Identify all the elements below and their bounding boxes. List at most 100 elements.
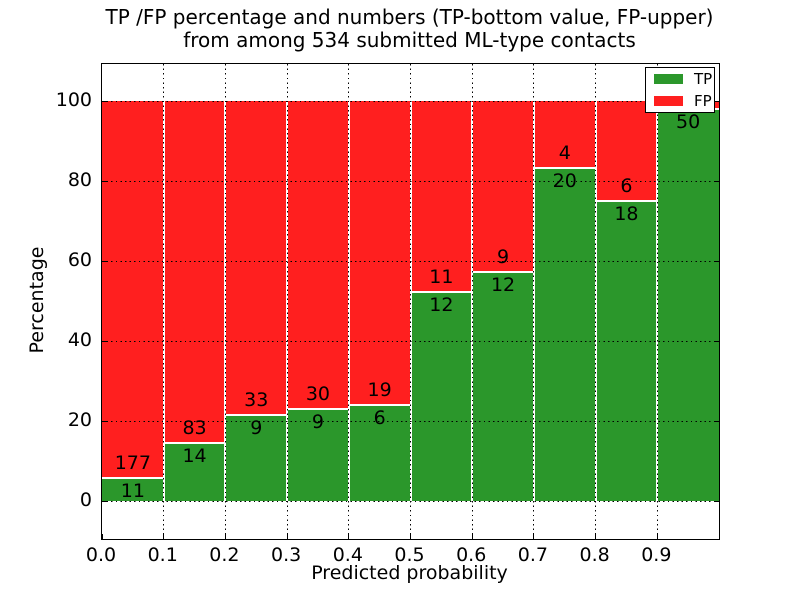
y-tick-mark [102, 500, 107, 502]
y-tick-label: 60 [67, 249, 92, 271]
bar-segment-tp [595, 201, 658, 501]
plot-area: 177 11 83 14 33 9 30 9 19 6 11 12 9 12 4 20 6 18 50 [101, 63, 720, 540]
bar-boundary-seam [102, 476, 164, 479]
y-gridline [102, 260, 719, 262]
bar-label-tp: 50 [676, 110, 701, 133]
x-tick-mark [471, 534, 473, 539]
y-tick-mark [102, 420, 107, 422]
x-tick-mark [224, 534, 226, 539]
chart-title: TP /FP percentage and numbers (TP-bottom… [101, 6, 718, 52]
x-gridline [224, 64, 226, 539]
bar-segment-tp [225, 415, 288, 501]
y-gridline [102, 100, 719, 102]
x-tick-mark [163, 534, 165, 539]
y-tick-mark [714, 340, 719, 342]
x-tick-mark [656, 534, 658, 539]
bar-boundary-seam [287, 407, 349, 410]
x-gridline [163, 64, 165, 539]
bar-segment-fp [287, 101, 349, 409]
legend: TP FP [645, 67, 715, 113]
y-tick-mark [714, 180, 719, 182]
x-gridline [348, 64, 350, 539]
x-gridline [410, 64, 411, 539]
x-tick-label: 0.5 [394, 544, 425, 566]
bar-segment-fp [410, 101, 473, 293]
x-gridline [595, 64, 597, 539]
x-tick-mark [102, 534, 103, 539]
bar-label-tp: 14 [182, 445, 207, 468]
bar-label-tp: 11 [120, 479, 145, 502]
bar-label-fp: 6 [620, 175, 633, 197]
bar-label-tp: 6 [373, 407, 386, 429]
x-tick-label: 0.9 [641, 544, 672, 566]
bar-segment-tp [410, 292, 473, 501]
bar-label-tp: 18 [614, 203, 639, 225]
bar-segment-fp [102, 101, 164, 478]
bar-boundary-seam [472, 271, 534, 274]
y-tick-label: 80 [67, 169, 92, 191]
legend-item-tp: TP [654, 70, 712, 89]
bar-label-fp: 11 [429, 266, 454, 289]
y-tick-mark [714, 100, 719, 102]
bar-label-fp: 83 [182, 417, 207, 440]
x-tick-mark [410, 534, 411, 539]
bar-segment-fp [533, 101, 596, 168]
bar-label-tp: 12 [429, 294, 454, 317]
bar-label-fp: 33 [244, 389, 269, 412]
x-tick-label: 0.6 [456, 544, 487, 566]
bar-boundary-seam [533, 166, 596, 169]
bar-segment-tp [472, 272, 534, 501]
bar-segment-tp [287, 408, 349, 501]
y-gridline [102, 420, 719, 422]
bar-segment-tp [163, 443, 226, 501]
chart-title-line2: from among 534 submitted ML-type contact… [183, 28, 636, 52]
y-tick-mark [102, 180, 107, 182]
bar-label-tp: 20 [552, 169, 577, 192]
fp-color-swatch [654, 96, 683, 106]
x-gridline [286, 64, 288, 539]
x-tick-mark [533, 534, 535, 539]
x-gridline [471, 64, 473, 539]
bar-boundary-seam [225, 414, 288, 417]
y-tick-mark [102, 260, 107, 262]
y-tick-mark [102, 340, 107, 342]
y-gridline [102, 500, 719, 502]
bar-label-fp: 177 [114, 451, 151, 474]
y-gridline [102, 340, 719, 342]
x-gridline [656, 64, 658, 539]
legend-label-tp: TP [694, 69, 713, 88]
bar-segment-tp [657, 108, 719, 501]
bar-boundary-seam [595, 200, 658, 202]
bar-label-fp: 30 [305, 382, 331, 405]
y-gridline [102, 180, 719, 182]
y-tick-label: 0 [79, 489, 92, 511]
x-tick-label: 0.0 [85, 544, 117, 566]
y-tick-mark [714, 420, 719, 422]
bar-boundary-seam [410, 291, 473, 294]
bar-label-fp: 19 [367, 379, 392, 401]
y-tick-label: 20 [67, 409, 92, 431]
x-tick-mark [348, 534, 350, 539]
legend-item-fp: FP [654, 92, 712, 111]
bar-segment-fp [472, 101, 534, 273]
x-tick-label: 0.2 [209, 544, 240, 566]
x-tick-label: 0.3 [270, 544, 302, 566]
x-tick-mark [595, 534, 597, 539]
x-gridline [533, 64, 535, 539]
bar-segment-fp [595, 101, 658, 201]
legend-label-fp: FP [694, 91, 712, 110]
y-tick-label: 40 [67, 329, 92, 351]
bar-segment-fp [163, 101, 226, 444]
bar-label-tp: 9 [250, 417, 263, 440]
x-tick-label: 0.7 [517, 544, 548, 566]
bar-segment-fp [348, 101, 411, 405]
y-tick-mark [714, 500, 719, 502]
chart-title-line1: TP /FP percentage and numbers (TP-bottom… [105, 5, 714, 29]
bar-label-fp: 4 [558, 141, 571, 164]
tp-color-swatch [654, 74, 683, 84]
x-tick-label: 0.4 [332, 544, 363, 566]
bar-segment-tp [102, 477, 164, 501]
x-tick-label: 0.8 [579, 544, 610, 566]
bar-boundary-seam [163, 442, 226, 445]
